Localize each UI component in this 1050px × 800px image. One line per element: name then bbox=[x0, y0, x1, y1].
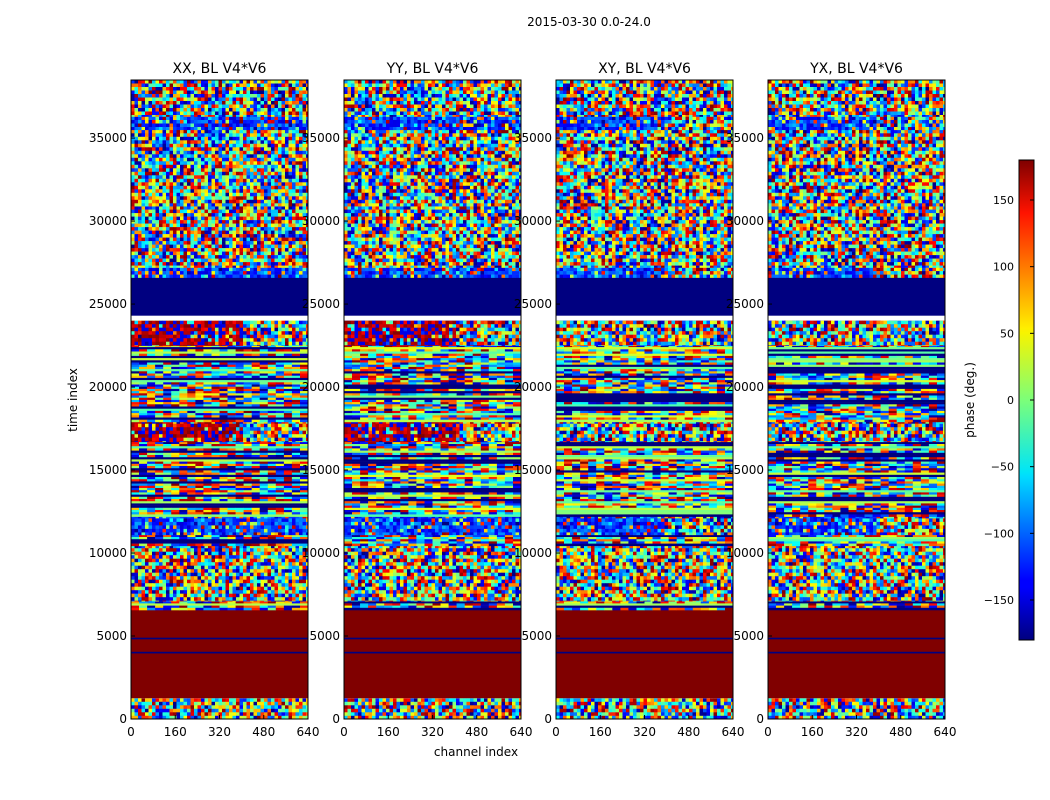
panel-title: XX, BL V4*V6 bbox=[173, 61, 267, 77]
y-tick-label: 15000 bbox=[302, 463, 340, 477]
y-tick-label: 35000 bbox=[514, 131, 552, 145]
panels: XX, BL V4*V6 0 160 320 480 640 0 5000 10000 15000… bbox=[89, 61, 957, 739]
x-tick-label: 0 bbox=[552, 725, 560, 739]
y-tick-label: 25000 bbox=[302, 297, 340, 311]
heatmap-image bbox=[768, 80, 945, 719]
x-axis-label: channel index bbox=[434, 745, 518, 759]
x-tick-label: 320 bbox=[845, 725, 868, 739]
y-tick-label: 35000 bbox=[726, 131, 764, 145]
y-tick-label: 30000 bbox=[726, 214, 764, 228]
x-tick-label: 160 bbox=[377, 725, 400, 739]
y-tick-label: 20000 bbox=[89, 380, 127, 394]
panel-yx: YX, BL V4*V6 0 160 320 480 640 0 5000 10000 15000… bbox=[726, 61, 957, 739]
y-tick-label: 10000 bbox=[514, 546, 552, 560]
y-tick-label: 30000 bbox=[302, 214, 340, 228]
x-tick-label: 320 bbox=[633, 725, 656, 739]
y-tick-label: 25000 bbox=[514, 297, 552, 311]
x-tick-label: 160 bbox=[164, 725, 187, 739]
x-tick-label: 480 bbox=[252, 725, 275, 739]
y-tick-label: 15000 bbox=[726, 463, 764, 477]
y-tick-label: 5000 bbox=[96, 629, 127, 643]
panel-title: YX, BL V4*V6 bbox=[809, 61, 903, 77]
y-tick-label: 10000 bbox=[302, 546, 340, 560]
y-tick-label: 15000 bbox=[89, 463, 127, 477]
x-tick-label: 160 bbox=[589, 725, 612, 739]
y-tick-label: 5000 bbox=[733, 629, 764, 643]
x-tick-label: 640 bbox=[510, 725, 533, 739]
heatmap-image bbox=[131, 80, 308, 719]
y-tick-label: 0 bbox=[756, 712, 764, 726]
x-tick-label: 320 bbox=[208, 725, 231, 739]
x-tick-label: 480 bbox=[889, 725, 912, 739]
x-tick-label: 640 bbox=[722, 725, 745, 739]
colorbar-label: phase (deg.) bbox=[963, 362, 977, 438]
y-tick-label: 0 bbox=[544, 712, 552, 726]
y-tick-label: 20000 bbox=[726, 380, 764, 394]
y-tick-label: 0 bbox=[332, 712, 340, 726]
x-tick-label: 480 bbox=[677, 725, 700, 739]
y-tick-label: 35000 bbox=[89, 131, 127, 145]
colorbar-tick-label: −150 bbox=[984, 594, 1014, 607]
x-tick-label: 0 bbox=[764, 725, 772, 739]
y-tick-label: 25000 bbox=[726, 297, 764, 311]
colorbar-tick-label: 50 bbox=[1000, 327, 1014, 340]
y-axis-label: time index bbox=[66, 368, 80, 432]
y-tick-label: 20000 bbox=[302, 380, 340, 394]
y-tick-label: 35000 bbox=[302, 131, 340, 145]
y-tick-label: 30000 bbox=[514, 214, 552, 228]
y-tick-label: 10000 bbox=[726, 546, 764, 560]
x-tick-label: 640 bbox=[297, 725, 320, 739]
colorbar-tick-label: −50 bbox=[991, 461, 1014, 474]
colorbar-tick-label: 100 bbox=[993, 261, 1014, 274]
y-tick-label: 15000 bbox=[514, 463, 552, 477]
heatmap-image bbox=[556, 80, 733, 719]
panel-yy: YY, BL V4*V6 0 160 320 480 640 0 5000 10000 15000… bbox=[302, 61, 533, 739]
y-tick-label: 5000 bbox=[521, 629, 552, 643]
x-tick-label: 320 bbox=[421, 725, 444, 739]
colorbar-tick-label: −100 bbox=[984, 527, 1014, 540]
panel-title: YY, BL V4*V6 bbox=[386, 61, 479, 77]
x-tick-label: 0 bbox=[340, 725, 348, 739]
figure-suptitle: 2015-03-30 0.0-24.0 bbox=[527, 15, 651, 29]
colorbar-tick-label: 150 bbox=[993, 194, 1014, 207]
x-tick-label: 160 bbox=[801, 725, 824, 739]
y-tick-label: 10000 bbox=[89, 546, 127, 560]
y-tick-label: 20000 bbox=[514, 380, 552, 394]
heatmap-image bbox=[344, 80, 521, 719]
x-tick-label: 640 bbox=[934, 725, 957, 739]
x-tick-label: 480 bbox=[465, 725, 488, 739]
y-tick-label: 30000 bbox=[89, 214, 127, 228]
colorbar-tick-label: 0 bbox=[1007, 394, 1014, 407]
colorbar: −150 −100 −50 0 50 100 150 bbox=[984, 159, 1035, 641]
panel-xy: XY, BL V4*V6 0 160 320 480 640 0 5000 10000 15000… bbox=[514, 61, 745, 739]
panel-xx: XX, BL V4*V6 0 160 320 480 640 0 5000 10000 15000… bbox=[89, 61, 320, 739]
y-tick-label: 5000 bbox=[309, 629, 340, 643]
panel-title: XY, BL V4*V6 bbox=[598, 61, 691, 77]
y-tick-label: 25000 bbox=[89, 297, 127, 311]
x-tick-label: 0 bbox=[127, 725, 135, 739]
y-tick-label: 0 bbox=[119, 712, 127, 726]
